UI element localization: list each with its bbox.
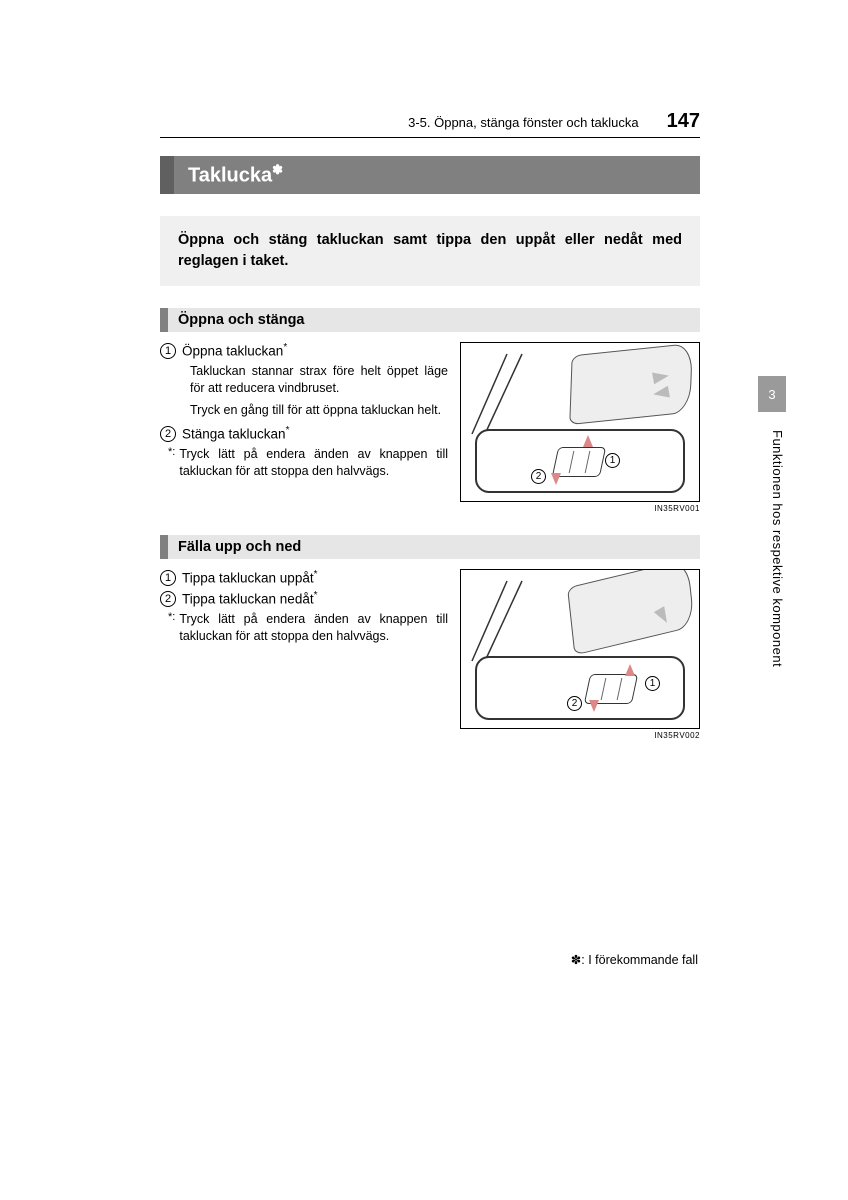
chapter-tab: 3 (758, 376, 786, 412)
footnote: *: Tryck lätt på endera änden av knappen… (168, 446, 448, 480)
item-label: Tippa takluckan uppåt* (182, 569, 448, 586)
item-number: 1 (160, 570, 176, 586)
arrow-down-icon (589, 700, 599, 712)
breadcrumb: 3-5. Öppna, stänga fönster och taklucka (408, 115, 639, 130)
title-footnote-mark: ✽ (272, 162, 283, 177)
arrow-up-icon (625, 664, 635, 676)
sub-text: Tryck en gång till för att öppna takluck… (190, 402, 448, 419)
slide-arrow-icon (652, 385, 670, 400)
list-item: 1 Öppna takluckan* (160, 342, 448, 359)
item-number: 1 (160, 343, 176, 359)
sunroof-glass-icon (569, 343, 693, 425)
list-item: 2 Stänga takluckan* (160, 425, 448, 442)
item-label: Stänga takluckan* (182, 425, 448, 442)
section1-heading: Öppna och stänga (160, 308, 700, 332)
section1-content: 1 Öppna takluckan* Takluckan stannar str… (160, 342, 700, 513)
roof-outline-icon (467, 349, 567, 439)
footnote: *: Tryck lätt på endera änden av knappen… (168, 611, 448, 645)
sub-text: Takluckan stannar strax före helt öppet … (190, 363, 448, 397)
figure-2-id: IN35RV002 (460, 731, 700, 740)
bottom-footnote-text: I förekommande fall (588, 953, 698, 967)
arrow-down-icon (551, 473, 561, 485)
roof-outline-icon (467, 576, 567, 666)
figure-1: 1 2 IN35RV001 (460, 342, 700, 513)
footnote-mark: *: (168, 446, 175, 458)
footnote-mark: *: (168, 611, 175, 623)
item-number: 2 (160, 591, 176, 607)
list-item: 2 Tippa takluckan nedåt* (160, 590, 448, 607)
control-panel-icon: 1 2 (475, 429, 685, 493)
section1-text: 1 Öppna takluckan* Takluckan stannar str… (160, 342, 448, 480)
page-title: Taklucka✽ (160, 156, 700, 194)
item-label: Tippa takluckan nedåt* (182, 590, 448, 607)
intro-box: Öppna och stäng takluckan samt tippa den… (160, 216, 700, 286)
control-panel-icon: 1 2 (475, 656, 685, 720)
footnote-text: Tryck lätt på endera änden av knappen ti… (179, 446, 448, 480)
figure-2: 1 2 IN35RV002 (460, 569, 700, 740)
figure-1-id: IN35RV001 (460, 504, 700, 513)
figure-1-frame: 1 2 (460, 342, 700, 502)
sunroof-glass-icon (567, 569, 695, 655)
callout-2: 2 (531, 469, 546, 484)
section2-content: 1 Tippa takluckan uppåt* 2 Tippa takluck… (160, 569, 700, 740)
item-label: Öppna takluckan* (182, 342, 448, 359)
section2-heading: Fälla upp och ned (160, 535, 700, 559)
callout-1: 1 (605, 453, 620, 468)
bottom-footnote-mark: ✽: (571, 953, 585, 967)
page-header: 3-5. Öppna, stänga fönster och taklucka … (160, 110, 700, 133)
callout-1: 1 (645, 676, 660, 691)
arrow-up-icon (583, 435, 593, 447)
section2-text: 1 Tippa takluckan uppåt* 2 Tippa takluck… (160, 569, 448, 645)
footnote-text: Tryck lätt på endera änden av knappen ti… (179, 611, 448, 645)
list-item: 1 Tippa takluckan uppåt* (160, 569, 448, 586)
header-rule (160, 137, 700, 138)
callout-2: 2 (567, 696, 582, 711)
figure-2-frame: 1 2 (460, 569, 700, 729)
title-text: Taklucka (188, 165, 272, 187)
chapter-label: Funktionen hos respektive komponent (770, 430, 785, 667)
item-number: 2 (160, 426, 176, 442)
bottom-footnote: ✽: I förekommande fall (571, 952, 698, 967)
slide-arrow-icon (652, 369, 670, 384)
page-number: 147 (667, 110, 700, 133)
